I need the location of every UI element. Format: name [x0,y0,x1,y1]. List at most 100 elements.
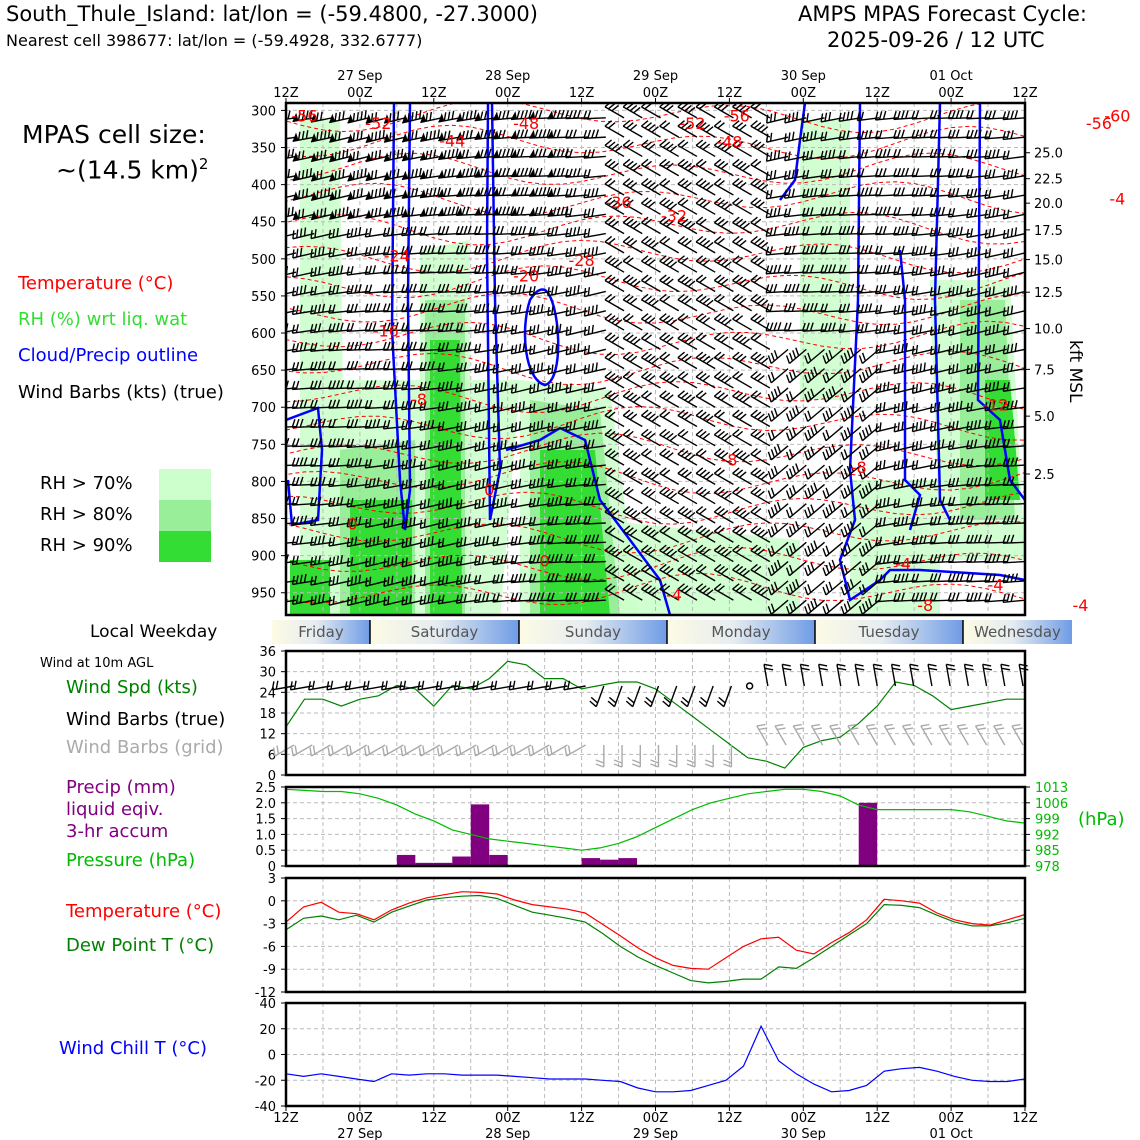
upper-air-barb [750,351,771,370]
upper-air-barb [583,592,606,602]
barb-staff [511,464,534,471]
barb-feather [546,535,551,544]
barb-feather [933,306,937,315]
barb-feather [810,131,813,140]
barb-feather [626,392,634,399]
upper-air-barb [309,418,333,428]
barb-feather [608,469,616,476]
upper-air-barb [383,148,406,162]
barb-feather [445,264,450,273]
barb-feather [713,120,722,127]
barb-feather [629,278,638,286]
barb-feather [864,245,869,254]
barb-feather [893,305,897,315]
upper-air-barb [840,521,862,538]
barb-staff [583,194,606,199]
barb-feather [813,187,818,197]
barb-feather [419,245,424,255]
barb-feather [856,226,861,235]
barb-staff [843,464,862,480]
upper-air-barb [875,497,898,509]
barb-feather [750,255,758,262]
barb-feather [423,226,427,235]
barb-feather [510,423,514,432]
barb-feather [911,207,916,216]
upper-air-barb [713,235,734,254]
barb-feather [415,130,418,139]
barb-staff [695,125,716,138]
upper-air-barb [659,332,680,350]
barb-feather [510,403,514,413]
barb-feather [789,603,794,612]
barb-feather [897,554,901,564]
barb-feather [915,573,920,583]
barb-staff [825,387,844,403]
barb-feather [713,486,722,494]
upper-air-barb [695,158,716,177]
barb-feather [372,419,377,428]
barb-feather [478,480,481,489]
barb-feather [492,245,496,255]
barb-feather [292,268,295,277]
barb-feather [298,209,301,219]
barb-feather [840,413,845,422]
barb-feather [482,440,485,450]
barb-feather [622,525,631,532]
barb-feather [937,496,941,506]
barb-feather [368,419,373,429]
barb-feather [569,345,572,354]
barb-feather [552,148,557,158]
barb-feather [767,528,772,538]
barb-feather [802,113,805,123]
barb-staff [383,194,406,200]
barb-feather [437,245,442,254]
barb-staff [677,106,698,119]
barb-staff [584,232,606,239]
barb-feather [846,485,851,494]
barb-feather [919,382,922,392]
barb-feather [404,303,409,312]
barb-feather [595,534,600,543]
upper-air-barb [622,467,643,486]
barb-staff [930,406,953,413]
barb-staff [677,357,698,370]
barb-feather [901,284,905,294]
barb-feather [510,536,514,546]
barb-feather [338,111,341,121]
upper-air-barb [474,382,497,393]
barb-staff [695,395,716,408]
barb-feather [828,111,832,121]
barb-feather [699,276,707,284]
barb-feather [314,556,318,565]
upper-air-barb [820,322,843,333]
barb-staff [930,387,953,394]
barb-feather [825,410,830,420]
barb-feather [842,206,847,216]
barb-feather [937,148,942,158]
barb-feather [477,264,482,274]
barb-staff [511,425,534,433]
barb-feather [303,227,307,237]
barb-feather [662,546,671,554]
barb-feather [536,440,540,449]
barb-feather [502,110,506,120]
barb-feather [500,554,504,564]
barb-feather [789,526,794,535]
barb-feather [937,401,941,411]
barb-feather [750,351,758,359]
barb-feather [626,353,634,361]
barb-feather [702,239,711,247]
barb-feather [622,197,631,204]
upper-air-barb [622,409,643,428]
barb-feather [529,423,532,432]
barb-staff [511,290,534,296]
barb-staff [474,483,497,491]
barb-flag [419,188,426,198]
barb-feather [724,319,732,326]
barb-feather [911,266,915,276]
barb-feather [401,500,404,509]
barb-feather [431,536,434,545]
upper-air-barb [492,187,515,197]
upper-air-barb [695,197,716,215]
upper-air-barb [529,148,552,158]
